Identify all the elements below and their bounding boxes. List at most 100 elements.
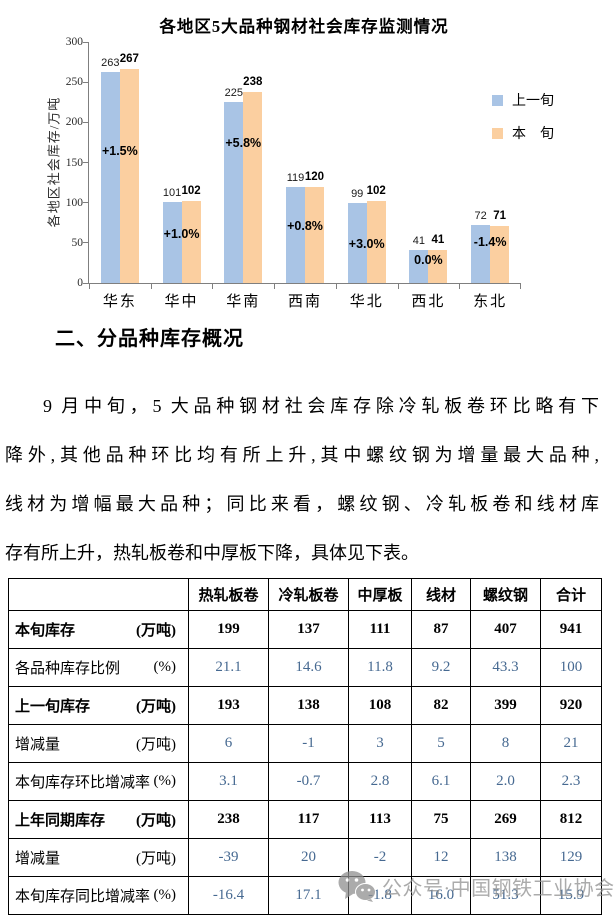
- bar-curr: [428, 250, 448, 283]
- table-header-cell: 热轧板卷: [188, 578, 269, 611]
- table-value-cell: 15.9: [540, 876, 602, 915]
- bar-group: 101 102 +1.0% 华中: [151, 42, 213, 310]
- legend-item: 本 旬: [492, 123, 554, 143]
- regional-inventory-chart: 各地区5大品种钢材社会库存监测情况 各地区社会库存/万吨 0 50 100 150 20…: [0, 0, 614, 312]
- table-value-cell: 100: [540, 648, 602, 687]
- table-header-cell: [8, 578, 189, 611]
- row-label-cell: 本旬库存环比增减率 (%): [8, 762, 189, 801]
- bar-value-label-prev: 263: [101, 56, 120, 69]
- row-unit-text: (%): [153, 659, 177, 675]
- x-category-label: 西北: [411, 294, 446, 310]
- table-value-cell: 11.8: [348, 648, 412, 687]
- pct-change-label: +1.0%: [163, 227, 200, 242]
- plot-area: 0 50 100 150 200 250 300 263 267 +1.5% 华东 101 102 +1.…: [66, 36, 521, 310]
- bar-curr: [181, 201, 201, 283]
- bar-group: 263 267 +1.5% 华东: [89, 42, 151, 310]
- row-label-cell: 本旬库存 (万吨): [8, 610, 189, 649]
- table-value-cell: 87: [411, 610, 471, 649]
- table-value-cell: 2.8: [348, 762, 412, 801]
- y-tick-label: 150: [65, 156, 83, 169]
- table-value-cell: 17.1: [268, 876, 349, 915]
- table-value-cell: 3.1: [188, 762, 269, 801]
- x-category-label: 华东: [102, 294, 137, 310]
- row-unit-text: (%): [153, 773, 177, 789]
- bar-value-label-prev: 119: [286, 172, 305, 185]
- table-value-cell: 117: [268, 800, 349, 839]
- table-value-cell: 75: [411, 800, 471, 839]
- table-value-cell: 407: [470, 610, 541, 649]
- table-value-cell: -16.4: [188, 876, 269, 915]
- table-row: 增减量 (万吨) 6 -1 3 5 8 21: [8, 724, 602, 763]
- y-tick-mark: [83, 81, 89, 83]
- row-label: 本旬库存 (万吨): [10, 619, 188, 640]
- row-label: 本旬库存同比增减率 (%): [10, 885, 188, 906]
- legend-swatch: [492, 127, 503, 139]
- bar-prev: [285, 187, 305, 283]
- table-row: 上年同期库存 (万吨) 238 117 113 75 269 812: [8, 800, 602, 839]
- x-category-label: 东北: [473, 294, 508, 310]
- table-value-cell: 6.1: [411, 762, 471, 801]
- bar-curr: [119, 68, 139, 283]
- table-value-cell: 137: [268, 610, 349, 649]
- row-label: 增减量 (万吨): [10, 847, 188, 868]
- legend-item: 上一旬: [492, 90, 554, 110]
- table-value-cell: 5: [411, 724, 471, 763]
- bar-value-label-prev: 225: [224, 87, 243, 100]
- bar-value-label-prev: 72: [474, 210, 487, 223]
- table-value-cell: 941: [540, 610, 602, 649]
- table-value-cell: 12: [411, 838, 471, 877]
- bar-group: 99 102 +3.0% 华北: [336, 42, 398, 310]
- bar-curr: [490, 225, 510, 283]
- row-label-text: 各品种库存比例: [15, 661, 121, 677]
- paragraph-line: 降外,其他品种环比均有所上升,其中螺纹钢为增量最大品种,: [5, 445, 599, 465]
- y-tick-mark: [83, 282, 89, 284]
- pct-change-label: +3.0%: [348, 236, 385, 251]
- bar-group: 41 41 0.0% 西北: [398, 42, 460, 310]
- table-value-cell: 3: [348, 724, 412, 763]
- row-unit-text: (%): [153, 887, 177, 903]
- bar-value-label-curr: 102: [181, 185, 201, 198]
- pct-change-label: +5.8%: [225, 136, 262, 151]
- bar-group: 72 71 -1.4% 东北: [459, 42, 521, 310]
- table-value-cell: 399: [470, 686, 541, 725]
- row-label: 上一旬库存 (万吨): [10, 695, 188, 716]
- bar-prev: [409, 250, 429, 283]
- table-value-cell: 199: [188, 610, 269, 649]
- y-tick-mark: [83, 41, 89, 43]
- table-value-cell: 2.0: [470, 762, 541, 801]
- bar-value-label-prev: 41: [412, 235, 426, 248]
- bar-prev: [471, 225, 491, 283]
- y-tick-label: 0: [77, 277, 83, 289]
- bar-value-label-curr: 41: [431, 234, 445, 247]
- bar-curr: [366, 201, 386, 283]
- row-label: 增减量 (万吨): [10, 733, 188, 754]
- table-value-cell: 9.2: [411, 648, 471, 687]
- table-value-cell: 2.3: [540, 762, 602, 801]
- x-tick-mark: [397, 284, 399, 289]
- x-category-label: 华南: [226, 294, 261, 310]
- legend-swatch: [492, 94, 503, 106]
- pct-change-label: -1.4%: [473, 235, 507, 250]
- row-label: 本旬库存环比增减率 (%): [10, 771, 188, 792]
- x-tick-mark: [89, 284, 90, 289]
- row-unit-text: (万吨): [136, 813, 176, 829]
- table-value-cell: 269: [470, 800, 541, 839]
- row-unit-text: (万吨): [136, 737, 176, 753]
- bar-value-label-curr: 238: [243, 75, 263, 88]
- bar-value-label-curr: 102: [366, 185, 386, 198]
- row-unit-text: (万吨): [136, 623, 176, 639]
- table-value-cell: 21.1: [188, 648, 269, 687]
- y-tick-label: 300: [65, 36, 83, 48]
- row-label-cell: 本旬库存同比增减率 (%): [8, 876, 189, 915]
- chart-legend: 上一旬本 旬: [492, 90, 554, 156]
- y-tick-mark: [83, 202, 89, 204]
- y-tick-label: 250: [65, 76, 83, 89]
- x-category-label: 华中: [164, 294, 199, 310]
- table-value-cell: 108: [348, 686, 412, 725]
- table-row: 本旬库存 (万吨) 199 137 111 87 407 941: [8, 610, 602, 649]
- table-value-cell: -39: [188, 838, 269, 877]
- bar-value-label-curr: 71: [493, 209, 507, 222]
- table-value-cell: 193: [188, 686, 269, 725]
- table-header-cell: 冷轧板卷: [268, 578, 349, 611]
- x-tick-mark: [520, 284, 521, 289]
